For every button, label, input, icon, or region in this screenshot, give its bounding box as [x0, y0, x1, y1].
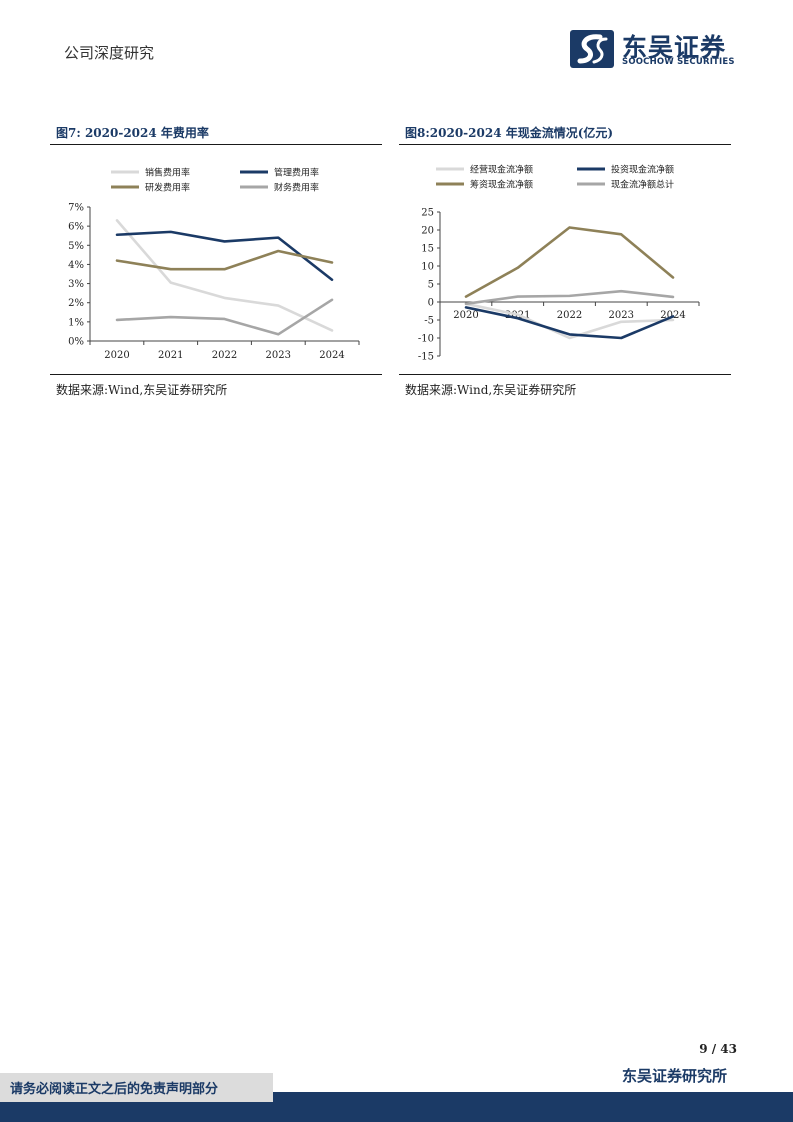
- fig7-title: 图7: 2020-2024 年费用率: [56, 126, 209, 140]
- fig8-y-tick-label-4: 5: [428, 280, 434, 291]
- fig8-series-line-3: [464, 289, 675, 306]
- fig8-x-tick-label-2: 2022: [557, 310, 582, 321]
- fig7-y-tick-label-6: 6%: [68, 222, 84, 233]
- page-number: 9 / 43: [699, 1042, 737, 1056]
- fig7-legend-label-0: 销售费用率: [145, 167, 190, 179]
- fig7-top-rule: [50, 144, 382, 145]
- soochow-logo-icon: [570, 30, 614, 68]
- fig8-series-line-2: [464, 226, 675, 298]
- fig7-series-line-2: [115, 249, 334, 271]
- fig8-y-tick-label-8: 25: [421, 208, 434, 219]
- fig7-y-tick-label-1: 1%: [68, 317, 84, 328]
- fig8-x-tick-label-0: 2020: [453, 310, 478, 321]
- fig8-legend-label-0: 经营现金流净额: [470, 164, 533, 176]
- fig7-series-line-3: [115, 298, 334, 336]
- fig8-top-rule: [399, 144, 731, 145]
- logo-english-name: SOOCHOW SECURITIES: [622, 57, 735, 67]
- fig7-bottom-rule: [50, 374, 382, 375]
- fig8-bottom-rule: [399, 374, 731, 375]
- fig7-y-tick-label-3: 3%: [68, 279, 84, 290]
- fig8-y-tick-label-2: -5: [424, 316, 434, 327]
- fig8-y-tick-label-5: 10: [421, 262, 434, 273]
- fig7-x-tick-label-1: 2021: [158, 350, 183, 361]
- fig8-title: 图8:2020-2024 年现金流情况(亿元): [405, 126, 614, 140]
- fig7-source: 数据来源:Wind,东吴证券研究所: [56, 383, 228, 397]
- fig7-x-tick-label-2: 2022: [212, 350, 237, 361]
- fig8-y-tick-label-0: -15: [418, 352, 434, 363]
- fig7-y-tick-label-0: 0%: [68, 337, 84, 348]
- fig7-legend-label-3: 财务费用率: [274, 182, 319, 194]
- fig7-legend-label-1: 管理费用率: [274, 167, 319, 179]
- footer-disclaimer: 请务必阅读正文之后的免责声明部分: [10, 1082, 219, 1097]
- fig8-series-line-1: [464, 306, 675, 340]
- fig7-y-tick-label-2: 2%: [68, 298, 84, 309]
- fig8-source: 数据来源:Wind,东吴证券研究所: [405, 383, 577, 397]
- company-logo: 东吴证券 SOOCHOW SECURITIES: [570, 30, 740, 70]
- fig8-legend-label-1: 投资现金流净额: [611, 164, 674, 176]
- fig7-x-tick-label-3: 2023: [266, 350, 291, 361]
- fig8-y-tick-label-3: 0: [428, 298, 434, 309]
- fig7-y-tick-label-5: 5%: [68, 241, 84, 252]
- fig7-series-line-1: [115, 230, 334, 282]
- fig7-y-tick-label-4: 4%: [68, 260, 84, 271]
- footer-disclaimer-box: 请务必阅读正文之后的免责声明部分: [0, 1073, 273, 1102]
- fig8-x-tick-label-3: 2023: [609, 310, 634, 321]
- fig7-series-line-0: [115, 219, 334, 332]
- fig7-x-tick-label-0: 2020: [104, 350, 129, 361]
- fig8-y-tick-label-6: 15: [421, 244, 434, 255]
- fig7-y-tick-label-7: 7%: [68, 203, 84, 214]
- fig8-legend-label-2: 筹资现金流净额: [470, 179, 533, 191]
- fig8-y-tick-label-1: -10: [418, 334, 434, 345]
- fig8-y-tick-label-7: 20: [421, 226, 434, 237]
- fig8-series-line-0: [464, 302, 675, 340]
- footer-firm-name: 东吴证券研究所: [621, 1067, 727, 1085]
- fig8-legend-label-3: 现金流净额总计: [611, 179, 674, 191]
- fig7-legend-label-2: 研发费用率: [145, 182, 190, 194]
- page-header-title: 公司深度研究: [64, 44, 155, 62]
- fig7-x-tick-label-4: 2024: [319, 350, 344, 361]
- logo-chinese-name: 东吴证券: [622, 33, 727, 62]
